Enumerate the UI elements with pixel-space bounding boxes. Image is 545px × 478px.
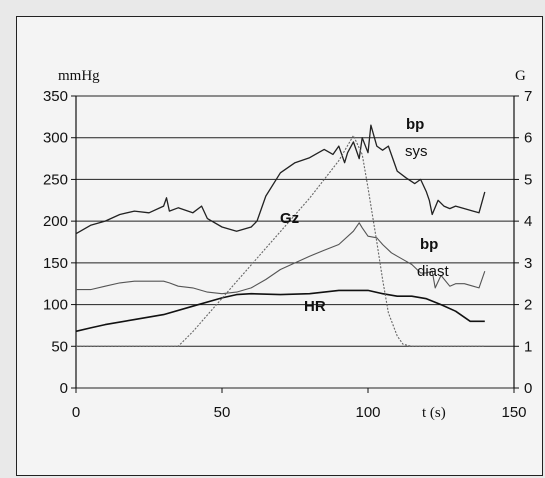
grid [76,95,514,389]
hr-label: HR [304,298,326,315]
series [75,124,486,347]
series-gz [76,135,485,347]
x-tick-label: 0 [72,404,80,421]
y-left-tick-label: 0 [60,380,68,397]
bp-sys-label-sys: sys [405,143,428,160]
bp-g-chart: 0 50 100 150 200 250 300 350 0 1 2 3 4 5 6 7 0 50 100 150 m… [43,68,532,421]
x-tick-label: 150 [501,404,526,421]
bp-diast-label-diast: diast [417,263,450,280]
y-right-tick-label: 5 [524,171,532,188]
series-bp-sys [75,124,486,235]
y-left-tick-label: 250 [43,171,68,188]
x-axis-label: t (s) [422,405,446,421]
y-right-tick-label: 1 [524,338,532,355]
y-right-tick-label: 2 [524,297,532,314]
ticks: 0 50 100 150 200 250 300 350 0 1 2 3 4 5 6 7 0 50 100 150 [43,88,532,421]
x-tick-label: 50 [214,404,231,421]
y-right-tick-label: 4 [524,213,532,230]
bp-diast-label-bp: bp [420,236,438,253]
bp-sys-label-bp: bp [406,116,424,133]
y-left-unit: mmHg [58,68,100,84]
y-left-tick-label: 50 [51,338,68,355]
y-right-unit: G [515,68,526,84]
chart-frame: 0 50 100 150 200 250 300 350 0 1 2 3 4 5 6 7 0 50 100 150 m… [16,16,543,476]
y-right-tick-label: 0 [524,380,532,397]
y-left-tick-label: 300 [43,130,68,147]
y-right-tick-label: 6 [524,130,532,147]
y-left-tick-label: 200 [43,213,68,230]
y-right-tick-label: 3 [524,255,532,272]
series-bp-diast [76,222,486,295]
y-left-tick-label: 150 [43,255,68,272]
series-hr [75,289,485,333]
y-left-tick-label: 350 [43,88,68,105]
y-left-tick-label: 100 [43,297,68,314]
x-tick-label: 100 [355,404,380,421]
y-right-tick-label: 7 [524,88,532,105]
gz-label: Gz [280,210,299,227]
